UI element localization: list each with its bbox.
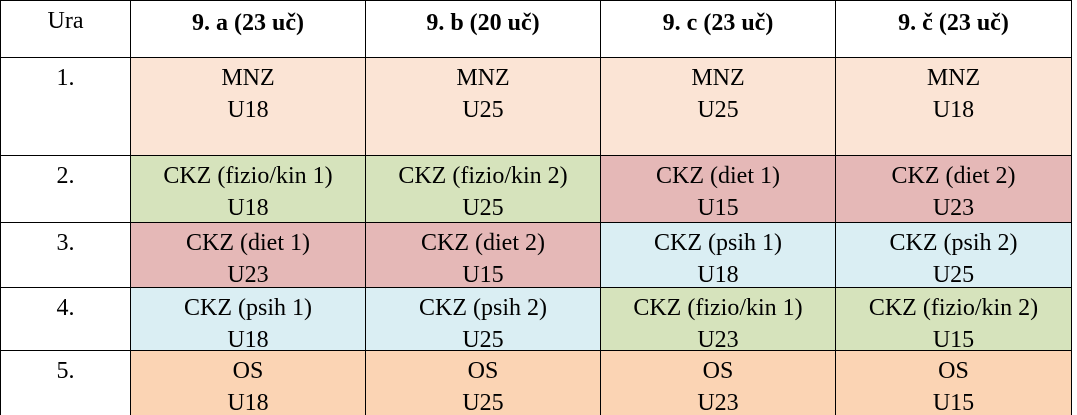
header-cell: 9. b (20 uč): [365, 0, 601, 58]
subject: CKZ (diet 1): [656, 163, 780, 189]
room: U25: [932, 262, 975, 288]
subject: MNZ: [926, 65, 981, 91]
subject: OS: [467, 358, 499, 384]
period-cell: 1.: [0, 57, 131, 156]
room: U23: [697, 327, 739, 353]
subject: OS: [232, 358, 264, 384]
room: U15: [697, 195, 739, 221]
subject: CKZ (diet 2): [421, 230, 545, 256]
room: U25: [462, 195, 504, 221]
header-text: 9. č (23 uč): [898, 10, 1009, 36]
period-label: 2.: [56, 163, 75, 189]
lesson-cell: CKZ (diet 2) U15: [365, 222, 601, 288]
subject: CKZ (psih 2): [889, 230, 1018, 256]
period-cell: 3.: [0, 222, 131, 288]
header-text: 9. a (23 uč): [192, 10, 304, 36]
lesson-cell: OS U23: [600, 350, 836, 415]
lesson-cell: CKZ (psih 2) U25: [365, 287, 601, 353]
room: U23: [227, 262, 269, 288]
room: U18: [227, 97, 269, 123]
header-text: 9. c (23 uč): [662, 10, 774, 36]
subject: OS: [702, 358, 734, 384]
lesson-cell: CKZ (fizio/kin 1) U18: [130, 155, 366, 223]
room: U18: [227, 390, 269, 415]
subject: CKZ (diet 1): [186, 230, 310, 256]
header-text: 9. b (20 uč): [426, 10, 540, 36]
header-cell: 9. c (23 uč): [600, 0, 836, 58]
period-cell: 5.: [0, 350, 131, 415]
subject: CKZ (psih 1): [654, 230, 782, 256]
header-cell: Ura: [0, 0, 131, 58]
period-label: 4.: [56, 295, 75, 321]
lesson-cell: CKZ (psih 1) U18: [130, 287, 366, 353]
lesson-cell: CKZ (psih 1) U18: [600, 222, 836, 288]
lesson-cell: OS U25: [365, 350, 601, 415]
period-label: 1.: [56, 65, 75, 91]
lesson-cell: CKZ (diet 1) U15: [600, 155, 836, 223]
room: U23: [932, 195, 975, 221]
subject: CKZ (fizio/kin 1): [633, 295, 803, 321]
header-text: Ura: [47, 8, 84, 34]
subject: CKZ (fizio/kin 2): [398, 163, 568, 189]
lesson-cell: MNZ U18: [835, 57, 1072, 156]
room: U23: [697, 390, 739, 415]
lesson-cell: OS U18: [130, 350, 366, 415]
lesson-cell: CKZ (fizio/kin 2) U25: [365, 155, 601, 223]
subject: MNZ: [691, 65, 745, 91]
lesson-cell: CKZ (diet 2) U23: [835, 155, 1072, 223]
lesson-cell: MNZ U18: [130, 57, 366, 156]
lesson-cell: CKZ (fizio/kin 1) U23: [600, 287, 836, 353]
room: U18: [697, 262, 739, 288]
room: U18: [932, 97, 975, 123]
subject: OS: [938, 358, 969, 384]
subject: CKZ (diet 2): [891, 163, 1016, 189]
subject: MNZ: [221, 65, 275, 91]
room: U15: [932, 390, 975, 415]
subject: CKZ (psih 2): [419, 295, 547, 321]
room: U18: [227, 327, 269, 353]
lesson-cell: MNZ U25: [365, 57, 601, 156]
subject: MNZ: [456, 65, 510, 91]
header-cell: 9. a (23 uč): [130, 0, 366, 58]
lesson-cell: CKZ (psih 2) U25: [835, 222, 1072, 288]
period-cell: 2.: [0, 155, 131, 223]
period-label: 3.: [56, 230, 75, 256]
room: U25: [462, 97, 504, 123]
lesson-cell: OS U15: [835, 350, 1072, 415]
period-cell: 4.: [0, 287, 131, 351]
lesson-cell: CKZ (diet 1) U23: [130, 222, 366, 288]
lesson-cell: CKZ (fizio/kin 2) U15: [835, 287, 1072, 353]
subject: CKZ (psih 1): [184, 295, 312, 321]
subject: CKZ (fizio/kin 1): [163, 163, 333, 189]
subject: CKZ (fizio/kin 2): [868, 295, 1039, 321]
lesson-cell: MNZ U25: [600, 57, 836, 156]
header-cell: 9. č (23 uč): [835, 0, 1072, 58]
room: U15: [462, 262, 504, 288]
room: U18: [227, 195, 269, 221]
room: U15: [932, 327, 975, 353]
room: U25: [462, 390, 504, 415]
period-label: 5.: [56, 358, 75, 384]
room: U25: [462, 327, 504, 353]
room: U25: [697, 97, 739, 123]
